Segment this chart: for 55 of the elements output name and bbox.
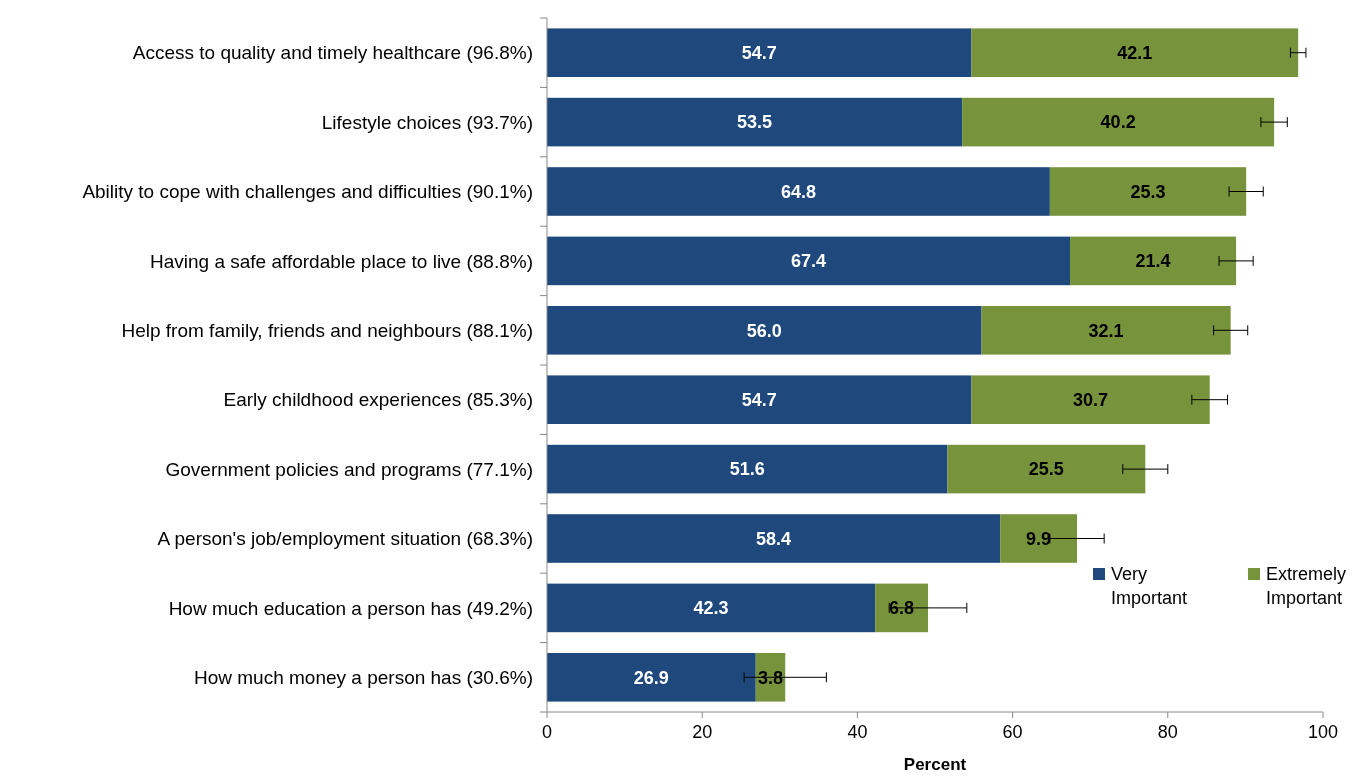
data-label: 42.3 (693, 598, 729, 619)
bar (547, 236, 1071, 286)
bar (547, 583, 876, 633)
data-label: 53.5 (737, 112, 773, 133)
y-tick-label: How much education a person has (49.2%) (168, 597, 533, 619)
data-label: 25.3 (1130, 181, 1166, 202)
bar (1000, 514, 1078, 563)
y-tick-label: Help from family, friends and neighbours (88.1%) (121, 319, 533, 341)
y-tick-label: Having a safe affordable place to live (88.8%) (149, 250, 533, 272)
data-label: 9.9 (1026, 528, 1052, 549)
legend-label: Very Important (1111, 564, 1188, 608)
data-label: 67.4 (790, 251, 827, 272)
data-label: 42.1 (1117, 43, 1153, 63)
bar (1070, 236, 1237, 286)
bar (547, 514, 1001, 563)
data-label: 51.6 (729, 459, 765, 480)
x-tick-label: 40 (847, 722, 868, 742)
bar (547, 97, 963, 147)
x-tick-label: 100 (1307, 722, 1339, 742)
bar (547, 167, 1050, 216)
y-tick-label: Access to quality and timely healthcare (96.8%) (132, 42, 533, 64)
data-label: 40.2 (1100, 112, 1136, 133)
data-label: 30.7 (1073, 390, 1109, 410)
data-label: 25.5 (1028, 459, 1064, 480)
x-tick-label: 0 (541, 722, 553, 742)
data-label: 58.4 (756, 528, 792, 549)
y-tick-label: Government policies and programs (77.1%) (165, 458, 533, 480)
data-label: 54.7 (741, 390, 777, 410)
data-label: 21.4 (1135, 251, 1171, 272)
x-axis-title: Percent (903, 755, 967, 774)
y-tick-label: Early childhood experiences (85.3%) (223, 389, 533, 411)
bar (547, 375, 972, 424)
bar (547, 653, 756, 702)
y-tick-label: Ability to cope with challenges and difficulties (90.1%) (82, 181, 533, 203)
data-label: 54.7 (741, 43, 777, 63)
bar (971, 28, 1299, 77)
x-tick-label: 60 (1002, 722, 1023, 742)
legend-label: Extremely Important (1266, 564, 1347, 608)
y-tick-label: How much money a person has (30.6%) (194, 666, 533, 688)
y-tick-label: Lifestyle choices (93.7%) (321, 111, 533, 133)
bar (547, 444, 948, 494)
bar (962, 97, 1275, 147)
data-label: 32.1 (1088, 320, 1124, 341)
bar (547, 306, 982, 355)
data-label: 64.8 (780, 181, 816, 202)
x-tick-label: 80 (1157, 722, 1178, 742)
bar (947, 444, 1146, 494)
bar (981, 306, 1231, 355)
data-label: 56.0 (746, 320, 782, 341)
x-tick-label: 20 (692, 722, 713, 742)
bar (971, 375, 1210, 424)
data-label: 26.9 (633, 667, 669, 688)
bar (547, 28, 972, 77)
y-tick-label: A person's job/employment situation (68.3%) (157, 528, 533, 550)
bar (1049, 167, 1247, 216)
